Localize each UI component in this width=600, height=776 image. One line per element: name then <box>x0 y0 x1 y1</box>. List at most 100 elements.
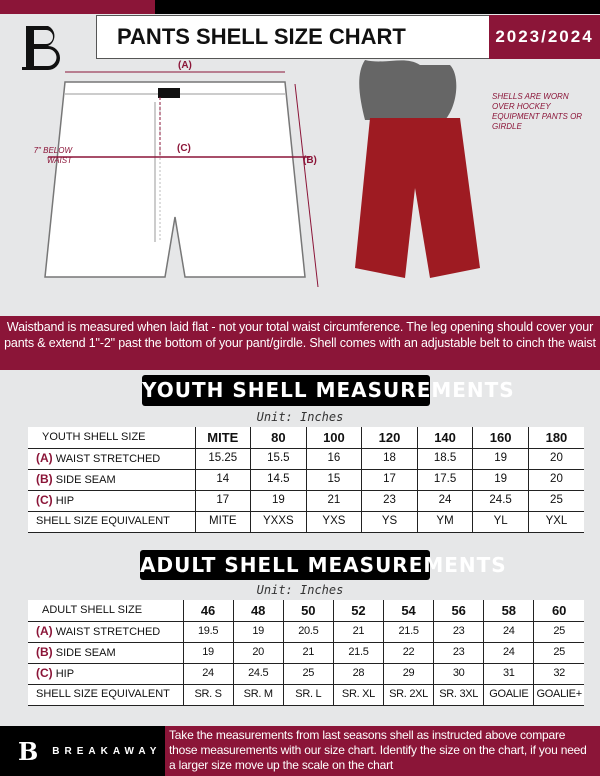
table-cell: 14 <box>194 469 252 491</box>
row-label: (B) SIDE SEAM <box>28 642 184 664</box>
measurement-label: HIP <box>55 494 75 507</box>
season-badge: 2023/2024 <box>489 15 600 59</box>
measurement-label: HIP <box>55 667 75 680</box>
below-waist-note: 7" BELOW WAIST <box>33 146 72 165</box>
adult-unit: Unit: Inches <box>256 583 344 597</box>
table-cell: GOALIE <box>483 684 535 706</box>
table-cell: 22 <box>382 642 435 664</box>
table-row: (B) SIDE SEAM 19 20 21 21.5 22 23 24 25 <box>28 642 584 664</box>
table-header-row: ADULT SHELL SIZE 46 48 50 52 54 56 58 60 <box>28 600 584 622</box>
size-header: 54 <box>382 600 435 622</box>
table-cell: YL <box>472 511 529 533</box>
table-cell: YXL <box>527 511 584 533</box>
table-cell: 16 <box>305 448 363 470</box>
table-cell: 24 <box>182 663 234 685</box>
table-cell: 17 <box>361 469 418 491</box>
table-cell: 18 <box>361 448 418 470</box>
table-cell: 24 <box>483 642 535 664</box>
size-header: MITE <box>194 427 252 449</box>
table-cell: 21 <box>332 621 385 643</box>
table-cell: SR. 3XL <box>433 684 485 706</box>
measurement-code: (A) <box>36 450 53 465</box>
table-cell: SR. L <box>282 684 334 706</box>
table-cell: MITE <box>194 511 252 533</box>
table-cell: 20 <box>232 642 284 664</box>
size-header: 56 <box>433 600 485 622</box>
table-cell: YXS <box>305 511 363 533</box>
row-label: (A) WAIST STRETCHED <box>28 448 196 470</box>
table-cell: 23 <box>433 621 485 643</box>
footer-instructions: Take the measurements from last seasons … <box>165 726 600 776</box>
row-label: (C) HIP <box>28 663 184 685</box>
youth-section-title: YOUTH SHELL MEASUREMENTS <box>142 375 514 406</box>
measurement-label: WAIST STRETCHED <box>55 625 161 638</box>
table-row: (A) WAIST STRETCHED 15.25 15.5 16 18 18.5 19 20 <box>28 448 584 470</box>
shell-note: SHELLS ARE WORN OVER HOCKEY EQUIPMENT PA… <box>492 92 583 131</box>
top-accent-black <box>155 0 600 14</box>
size-header: 48 <box>232 600 284 622</box>
table-cell: 14.5 <box>250 469 307 491</box>
pants-diagram <box>44 71 319 288</box>
table-cell: YS <box>361 511 418 533</box>
table-row: SHELL SIZE EQUIVALENT MITE YXXS YXS YS YM YL YX… <box>28 511 584 533</box>
size-header: 140 <box>416 427 474 449</box>
table-cell: 25 <box>282 663 334 685</box>
table-cell: 25 <box>533 621 584 643</box>
table-cell: 29 <box>382 663 435 685</box>
brand-name: BREAKAWAY <box>52 745 162 757</box>
table-cell: 25 <box>533 642 584 664</box>
table-cell: 32 <box>533 663 584 685</box>
table-cell: 17 <box>194 490 252 512</box>
table-cell: 24 <box>483 621 535 643</box>
youth-size-table: YOUTH SHELL SIZE MITE 80 100 120 140 160 180 (A)… <box>28 427 584 533</box>
size-header: 160 <box>472 427 529 449</box>
table-cell: 19.5 <box>182 621 234 643</box>
table-cell: 30 <box>433 663 485 685</box>
table-cell: 15.25 <box>194 448 252 470</box>
measurement-label: SHELL SIZE EQUIVALENT <box>36 515 170 527</box>
row-label: SHELL SIZE EQUIVALENT <box>28 684 184 706</box>
table-cell: 19 <box>232 621 284 643</box>
table-cell: YM <box>416 511 474 533</box>
table-cell: 20 <box>527 469 584 491</box>
size-header: 100 <box>305 427 363 449</box>
table-row: (B) SIDE SEAM 14 14.5 15 17 17.5 19 20 <box>28 469 584 491</box>
measurement-code: (B) <box>36 644 53 659</box>
page-title: PANTS SHELL SIZE CHART <box>96 15 490 59</box>
table-cell: YXXS <box>250 511 307 533</box>
adult-size-table: ADULT SHELL SIZE 46 48 50 52 54 56 58 60 (A) WAIS… <box>28 600 584 706</box>
table-cell: 28 <box>332 663 385 685</box>
table-cell: 23 <box>361 490 418 512</box>
table-row: (C) HIP 24 24.5 25 28 29 30 31 32 <box>28 663 584 685</box>
table-cell: SR. S <box>182 684 234 706</box>
row-label: (C) HIP <box>28 490 196 512</box>
label-a: (A) <box>178 60 192 71</box>
size-header-label: ADULT SHELL SIZE <box>28 600 184 622</box>
table-cell: 15 <box>305 469 363 491</box>
table-cell: 17.5 <box>416 469 474 491</box>
table-cell: 15.5 <box>250 448 307 470</box>
breakaway-logo-icon <box>22 26 60 70</box>
table-cell: SR. 2XL <box>382 684 435 706</box>
top-accent-red <box>0 0 155 14</box>
size-header: 50 <box>282 600 334 622</box>
table-cell: 24.5 <box>232 663 284 685</box>
footer-brand: B BREAKAWAY <box>0 726 165 776</box>
row-label: (A) WAIST STRETCHED <box>28 621 184 643</box>
size-header: 46 <box>182 600 234 622</box>
table-cell: 19 <box>472 448 529 470</box>
table-cell: 18.5 <box>416 448 474 470</box>
measurement-label: SIDE SEAM <box>55 646 116 659</box>
table-cell: 20 <box>527 448 584 470</box>
size-header: 180 <box>527 427 584 449</box>
table-cell: 20.5 <box>282 621 334 643</box>
table-cell: SR. M <box>232 684 284 706</box>
size-header: 58 <box>483 600 535 622</box>
measurement-label: SHELL SIZE EQUIVALENT <box>36 688 170 700</box>
table-row: SHELL SIZE EQUIVALENT SR. S SR. M SR. L SR. … <box>28 684 584 706</box>
measurement-code: (A) <box>36 623 53 638</box>
table-cell: 21 <box>305 490 363 512</box>
table-cell: 23 <box>433 642 485 664</box>
size-header: 80 <box>250 427 307 449</box>
table-cell: 25 <box>527 490 584 512</box>
